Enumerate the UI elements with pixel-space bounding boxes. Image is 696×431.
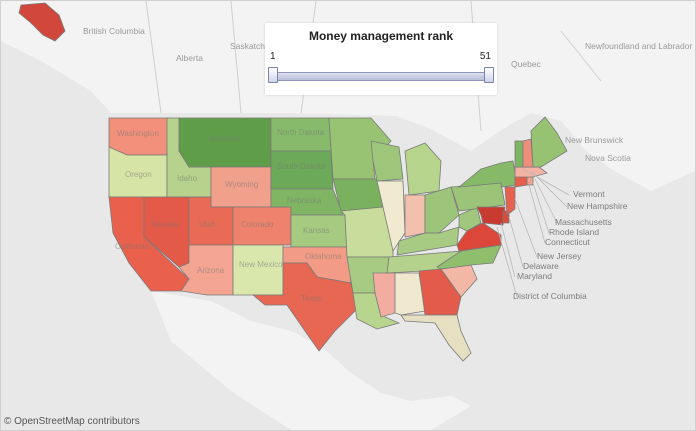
label-british-columbia: British Columbia [83, 26, 145, 36]
state-new-mexico[interactable] [232, 244, 284, 296]
label-nevada: Nevada [151, 220, 179, 229]
label-nebraska: Nebraska [287, 196, 322, 205]
state-labels: Washington Oregon Montana Idaho Wyoming … [115, 128, 342, 303]
label-kansas: Kansas [303, 226, 330, 235]
label-north-dakota: North Dakota [277, 128, 325, 137]
range-slider-min-handle[interactable] [268, 67, 278, 83]
callout-vermont: Vermont [573, 189, 605, 199]
label-utah: Utah [199, 220, 216, 229]
legend-max-label: 51 [479, 51, 491, 62]
callout-massachusetts: Massachusetts [555, 217, 612, 227]
label-nova-scotia: Nova Scotia [585, 153, 631, 163]
label-newfoundland: Newfoundland and Labrador [585, 41, 692, 51]
state-wisconsin[interactable] [370, 140, 404, 182]
state-vermont[interactable] [514, 140, 524, 168]
label-montana: Montana [209, 134, 241, 143]
states-layer [18, 2, 568, 362]
callout-connecticut: Connecticut [545, 237, 591, 247]
map-attribution[interactable]: © OpenStreetMap contributors [4, 416, 140, 427]
callout-district-of-columbia: District of Columbia [513, 291, 587, 301]
label-alberta: Alberta [176, 53, 203, 63]
state-maine[interactable] [530, 116, 568, 168]
label-arizona: Arizona [197, 266, 225, 275]
callout-new-jersey: New Jersey [537, 251, 582, 261]
legend-min-label: 1 [270, 51, 276, 62]
label-washington: Washington [117, 129, 159, 138]
label-new-mexico: New Mexico [239, 260, 283, 269]
callout-leaders [496, 168, 570, 298]
callout-new-hampshire: New Hampshire [567, 201, 628, 211]
label-oregon: Oregon [125, 170, 152, 179]
range-slider-track[interactable] [273, 72, 491, 81]
state-texas[interactable] [251, 262, 358, 352]
label-south-dakota: South Dakota [277, 162, 326, 171]
state-indiana[interactable] [404, 194, 426, 238]
callout-rhode-island: Rhode Island [549, 227, 599, 237]
state-rhode-island[interactable] [526, 176, 534, 186]
label-texas: Texas [301, 294, 322, 303]
state-florida[interactable] [400, 314, 472, 362]
label-saskatchewan: Saskatch [230, 41, 265, 51]
state-new-jersey[interactable] [504, 186, 516, 216]
region-labels: British Columbia Alberta Saskatch Quebec… [83, 26, 692, 163]
callout-maryland: Maryland [517, 271, 552, 281]
state-maryland[interactable] [476, 206, 506, 226]
label-california: California [115, 242, 149, 251]
label-new-brunswick: New Brunswick [565, 135, 624, 145]
label-colorado: Colorado [241, 220, 274, 229]
label-oklahoma: Oklahoma [305, 252, 342, 261]
state-connecticut[interactable] [514, 176, 528, 188]
british-columbia-text: British Columbia [83, 26, 145, 36]
state-michigan[interactable] [404, 142, 442, 196]
state-mississippi[interactable] [372, 272, 396, 318]
state-ohio[interactable] [424, 186, 460, 234]
state-alaska[interactable] [18, 2, 66, 42]
rank-filter-legend[interactable]: Money management rank 1 51 [265, 23, 497, 95]
state-iowa[interactable] [332, 178, 384, 212]
mexico-land [151, 291, 471, 430]
label-wyoming: Wyoming [225, 180, 258, 189]
range-slider-max-handle[interactable] [484, 67, 494, 83]
legend-title: Money management rank [308, 29, 454, 43]
state-alabama[interactable] [394, 272, 426, 316]
callout-delaware: Delaware [523, 261, 559, 271]
callouts: Vermont New Hampshire Massachusetts Rhod… [496, 168, 628, 301]
canada-land [1, 1, 695, 191]
label-quebec: Quebec [511, 59, 542, 69]
state-georgia[interactable] [418, 268, 462, 316]
label-idaho: Idaho [177, 174, 198, 183]
